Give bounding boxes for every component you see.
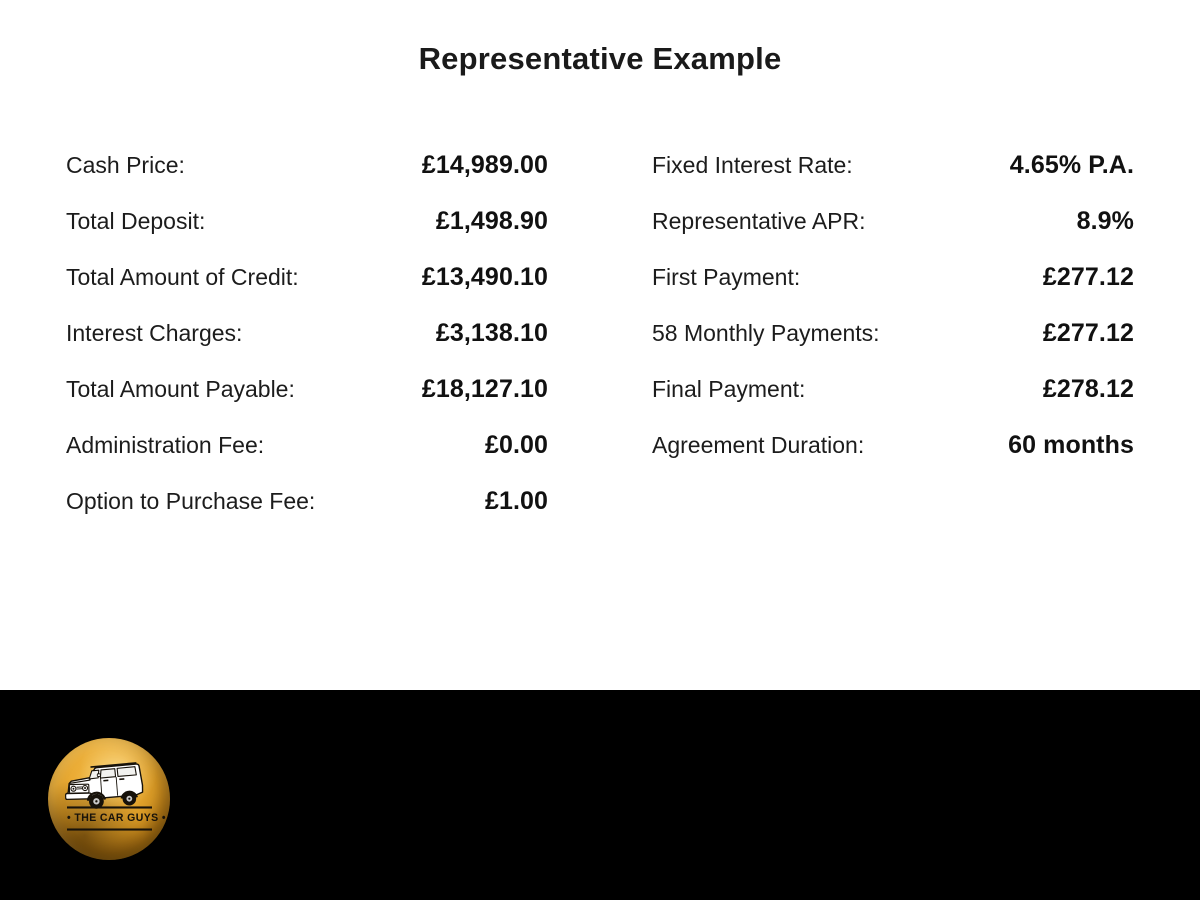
- finance-row-value: 8.9%: [1076, 206, 1134, 235]
- finance-row: Fixed Interest Rate: 4.65% P.A.: [652, 137, 1134, 193]
- the-car-guys-logo: • THE CAR GUYS •: [48, 738, 170, 860]
- finance-row-value: £277.12: [1042, 262, 1134, 291]
- finance-row-value: £3,138.10: [435, 318, 548, 347]
- finance-row: Agreement Duration: 60 months: [652, 417, 1134, 473]
- brand-band: • THE CAR GUYS •: [67, 806, 166, 831]
- finance-row: Total Deposit: £1,498.90: [66, 193, 548, 249]
- finance-row: Cash Price: £14,989.00: [66, 137, 548, 193]
- finance-row-label: First Payment:: [652, 263, 801, 290]
- finance-left-column: Cash Price: £14,989.00 Total Deposit: £1…: [66, 137, 548, 529]
- finance-row-label: Cash Price:: [66, 151, 185, 178]
- finance-row: Interest Charges: £3,138.10: [66, 305, 548, 361]
- finance-row-value: 60 months: [1008, 430, 1134, 459]
- finance-sheet: Representative Example Cash Price: £14,9…: [66, 41, 1200, 529]
- footer: • THE CAR GUYS •: [0, 690, 1200, 900]
- finance-row: Final Payment: £278.12: [652, 361, 1134, 417]
- finance-row-value: 4.65% P.A.: [1009, 150, 1134, 179]
- finance-row: Administration Fee: £0.00: [66, 417, 548, 473]
- finance-row-label: Option to Purchase Fee:: [66, 487, 316, 514]
- page-title: Representative Example: [418, 41, 782, 76]
- finance-row: Total Amount of Credit: £13,490.10: [66, 249, 548, 305]
- finance-row-label: Fixed Interest Rate:: [652, 151, 853, 178]
- finance-row-value: £277.12: [1042, 318, 1134, 347]
- finance-row-label: Total Amount of Credit:: [66, 263, 299, 290]
- finance-row-label: Administration Fee:: [66, 431, 265, 458]
- finance-row: Representative APR: 8.9%: [652, 193, 1134, 249]
- finance-row: 58 Monthly Payments: £277.12: [652, 305, 1134, 361]
- finance-row-label: Total Deposit:: [66, 207, 206, 234]
- finance-row-label: Agreement Duration:: [652, 431, 865, 458]
- finance-row: Total Amount Payable: £18,127.10: [66, 361, 548, 417]
- finance-right-column: Fixed Interest Rate: 4.65% P.A. Represen…: [652, 137, 1134, 529]
- finance-row-label: Interest Charges:: [66, 319, 243, 346]
- finance-row-label: Final Payment:: [652, 375, 806, 402]
- finance-row-label: Total Amount Payable:: [66, 375, 295, 402]
- finance-row: First Payment: £277.12: [652, 249, 1134, 305]
- finance-row-value: £1,498.90: [435, 206, 548, 235]
- finance-row-value: £14,989.00: [421, 150, 548, 179]
- finance-row-label: 58 Monthly Payments:: [652, 319, 880, 346]
- finance-columns: Cash Price: £14,989.00 Total Deposit: £1…: [66, 137, 1200, 529]
- finance-row-value: £1.00: [484, 486, 548, 515]
- finance-row-label: Representative APR:: [652, 207, 866, 234]
- brand-text: • THE CAR GUYS •: [67, 811, 166, 825]
- finance-row-value: £18,127.10: [421, 374, 548, 403]
- suv-car-icon: [65, 762, 144, 809]
- finance-row: Option to Purchase Fee: £1.00: [66, 473, 548, 529]
- finance-row-value: £13,490.10: [421, 262, 548, 291]
- finance-row-value: £278.12: [1042, 374, 1134, 403]
- finance-row-value: £0.00: [484, 430, 548, 459]
